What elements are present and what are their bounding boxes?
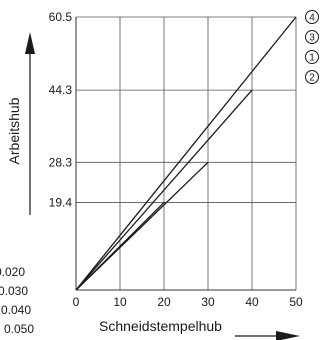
- tick-labels: 0 10 20 30 40 50 60.5 44.3 28.3 19.4: [49, 10, 303, 309]
- line-label-0.020: 0.020: [0, 265, 25, 279]
- legend-label-3: 3: [309, 33, 315, 44]
- legend-item-3: 3: [305, 30, 319, 44]
- legend-marker-4: [305, 10, 319, 24]
- legend-marker-1: [305, 50, 319, 64]
- legend-marker-2: [305, 70, 319, 84]
- line-label-0.040: 0.040: [1, 303, 31, 317]
- line-label-0.030: 0.030: [0, 284, 28, 298]
- line-label-0.050: 0.050: [4, 322, 34, 336]
- x-axis-arrow-head: [276, 331, 300, 340]
- x-tick-label-40: 40: [245, 295, 259, 309]
- series-line-3: [75, 89, 253, 291]
- legend-label-1: 1: [309, 53, 315, 64]
- x-tick-label-30: 30: [201, 295, 215, 309]
- series-line-4: [75, 16, 297, 291]
- line-labels: 0.020 0.030 0.040 0.050: [0, 265, 34, 336]
- x-tick-label-20: 20: [157, 295, 171, 309]
- x-axis-title-group: Schneidstempelhub: [99, 318, 300, 340]
- legend-item-1: 1: [305, 50, 319, 64]
- x-axis-title: Schneidstempelhub: [99, 318, 222, 334]
- legend-label-2: 2: [309, 73, 315, 84]
- x-tick-label-50: 50: [289, 295, 303, 309]
- legend: 4 3 1 2: [305, 10, 319, 84]
- legend-marker-3: [305, 30, 319, 44]
- grid: [75, 16, 297, 291]
- y-axis-arrow-head: [25, 32, 35, 54]
- x-tick-label-10: 10: [113, 295, 127, 309]
- series-line-2: [75, 201, 165, 291]
- y-axis-title-group: Arbeitshub: [6, 32, 35, 215]
- y-tick-label-28.3: 28.3: [49, 155, 73, 169]
- series-lines: [75, 16, 297, 291]
- legend-item-4: 4: [305, 10, 319, 24]
- y-axis-title: Arbeitshub: [6, 97, 22, 164]
- x-tick-label-0: 0: [73, 295, 80, 309]
- legend-item-2: 2: [305, 70, 319, 84]
- y-tick-label-44.3: 44.3: [49, 83, 73, 97]
- legend-label-4: 4: [309, 13, 315, 24]
- y-tick-label-60.5: 60.5: [49, 10, 73, 24]
- y-tick-label-19.4: 19.4: [49, 195, 73, 209]
